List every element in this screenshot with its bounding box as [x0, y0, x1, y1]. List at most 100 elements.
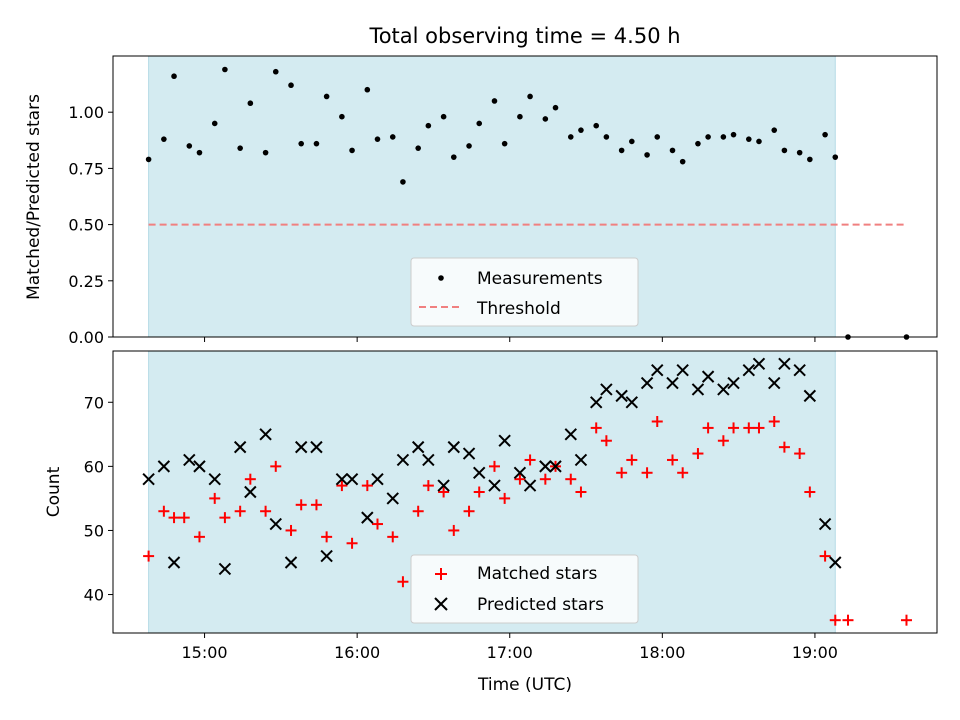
predicted-star-point	[473, 466, 486, 479]
predicted-star-point	[361, 511, 374, 524]
measurement-point	[425, 122, 432, 129]
legend-measurements-label: Measurements	[477, 269, 603, 289]
measurement-point	[720, 134, 727, 140]
measurement-point	[440, 113, 447, 120]
matched-star-point	[178, 512, 190, 524]
measurement-point	[374, 136, 381, 142]
bottom-y-tick-label: 40	[84, 586, 104, 605]
top-legend-box	[410, 257, 639, 327]
bottom-axes-frame	[112, 350, 938, 634]
measurement-point	[364, 86, 371, 93]
matched-star-point	[728, 422, 740, 434]
matched-star-point	[193, 531, 205, 543]
predicted-star-point	[590, 396, 603, 409]
top-marks	[145, 56, 910, 340]
matched-star-point	[397, 576, 409, 588]
measurement-point	[832, 154, 839, 160]
matched-star-point	[321, 531, 333, 543]
predicted-star-point	[701, 370, 715, 383]
matched-star-point	[900, 614, 912, 626]
matched-star-point	[422, 480, 434, 492]
measurement-point	[618, 147, 625, 154]
predicted-star-point	[386, 492, 399, 505]
matched-star-point	[590, 422, 602, 434]
matched-star-point	[219, 512, 231, 524]
matched-star-point	[209, 492, 221, 504]
measurement-point	[288, 82, 294, 89]
x-tick-label: 15:00	[182, 643, 228, 662]
matched-star-point	[575, 486, 587, 498]
measurement-point	[781, 147, 788, 154]
top-panel: 0.00 0.25 0.50 0.75 1.00 Matched/Predicted s…	[24, 55, 938, 347]
predicted-star-point	[742, 364, 756, 377]
measurement-point	[679, 158, 686, 165]
measurement-point	[669, 147, 676, 154]
legend-predicted-marker	[434, 597, 448, 611]
measurement-point	[466, 143, 472, 149]
measurement-point	[186, 143, 193, 149]
measurement-point	[542, 116, 549, 122]
measurement-point	[629, 138, 635, 145]
matched-star-point	[371, 518, 383, 530]
top-y-tick-label: 0.50	[68, 216, 104, 235]
measurement-point	[746, 136, 752, 142]
measurement-point	[756, 138, 762, 145]
x-tick-label: 18:00	[639, 643, 685, 662]
measurement-point	[262, 149, 269, 156]
top-axis-ticks: 0.00 0.25 0.50 0.75 1.00	[68, 103, 816, 347]
matched-star-point	[361, 480, 373, 492]
matched-star-point	[295, 499, 307, 511]
matched-star-point	[753, 422, 765, 434]
legend-measurements-marker	[438, 275, 444, 281]
matched-star-point	[244, 473, 256, 485]
predicted-star-point	[498, 434, 511, 447]
measurement-point	[796, 149, 803, 156]
predicted-star-point	[676, 364, 689, 377]
matched-star-point	[488, 460, 500, 472]
matched-star-point	[842, 614, 854, 626]
measurement-point	[491, 98, 498, 104]
top-y-tick-label: 0.25	[68, 272, 104, 291]
top-y-tick-label: 0.75	[68, 159, 104, 178]
bottom-legend: Matched stars Predicted stars	[410, 554, 639, 624]
predicted-star-point	[422, 453, 435, 467]
matched-star-point	[463, 505, 475, 517]
predicted-star-point	[778, 357, 791, 371]
measurement-point	[389, 134, 396, 140]
predicted-star-point	[411, 440, 425, 454]
matched-star-point	[626, 454, 638, 466]
measurement-point	[517, 113, 523, 120]
measurement-point	[695, 140, 701, 147]
predicted-star-point	[447, 440, 460, 454]
predicted-star-point	[523, 479, 537, 492]
x-tick-label: 17:00	[487, 643, 533, 662]
predicted-star-point	[183, 453, 196, 467]
measurement-point	[272, 68, 279, 75]
matched-star-point	[651, 416, 663, 427]
bottom-marks	[142, 351, 912, 633]
predicted-star-point	[829, 556, 842, 569]
predicted-star-point	[717, 383, 730, 396]
predicted-star-point	[600, 383, 613, 396]
matched-star-point	[829, 614, 841, 626]
matched-star-point	[600, 435, 612, 447]
matched-star-point	[285, 524, 297, 536]
matched-star-point	[539, 473, 551, 485]
matched-star-point	[794, 448, 806, 460]
chart-title: Total observing time = 4.50 h	[368, 24, 680, 48]
x-axis-label: Time (UTC)	[477, 675, 572, 695]
measurement-point	[527, 93, 533, 100]
measurement-point	[771, 127, 778, 133]
predicted-star-point	[345, 472, 359, 486]
matched-star-point	[346, 537, 358, 549]
top-y-tick-label: 1.00	[68, 103, 104, 122]
measurement-point	[593, 122, 600, 129]
predicted-star-point	[269, 517, 282, 531]
predicted-star-point	[539, 460, 552, 473]
measurement-point	[450, 154, 457, 160]
predicted-star-point	[157, 460, 171, 473]
matched-star-point	[743, 422, 755, 434]
matched-star-point	[804, 486, 816, 498]
